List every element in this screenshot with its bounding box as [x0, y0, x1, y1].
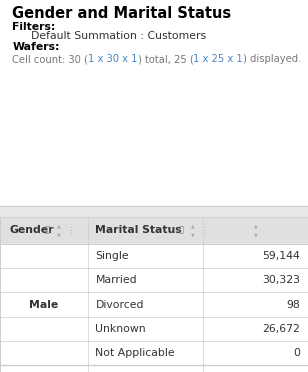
- Text: Cell count: 30 (: Cell count: 30 (: [12, 54, 88, 64]
- Text: ⓘ: ⓘ: [45, 226, 50, 235]
- Bar: [0, 268, 308, 292]
- Bar: [0, 206, 308, 217]
- Text: Not Applicable: Not Applicable: [95, 348, 175, 358]
- Text: Married: Married: [95, 275, 137, 285]
- Text: ▲: ▲: [191, 223, 195, 228]
- Bar: [0, 317, 308, 341]
- Text: ▼: ▼: [191, 232, 195, 237]
- Text: Divorced: Divorced: [95, 299, 144, 310]
- Text: 26,672: 26,672: [262, 324, 300, 334]
- Text: ▲: ▲: [254, 223, 257, 228]
- Text: 98: 98: [286, 299, 300, 310]
- Bar: [0, 292, 308, 317]
- Text: ⋮: ⋮: [66, 226, 75, 235]
- Bar: [0, 365, 308, 372]
- Text: 59,144: 59,144: [262, 251, 300, 261]
- Text: Default Summation : Customers: Default Summation : Customers: [31, 31, 206, 41]
- Text: ) total, 25 (: ) total, 25 (: [138, 54, 193, 64]
- Text: ) displayed.: ) displayed.: [243, 54, 302, 64]
- Text: Unknown: Unknown: [95, 324, 146, 334]
- Text: ⋮: ⋮: [200, 226, 209, 235]
- Bar: [0, 244, 308, 268]
- Text: 1 x 25 x 1: 1 x 25 x 1: [193, 54, 243, 64]
- Text: ▼: ▼: [254, 232, 257, 237]
- Text: Wafers:: Wafers:: [12, 42, 60, 52]
- Bar: [0, 341, 308, 365]
- Text: Single: Single: [95, 251, 129, 261]
- Text: Gender and Marital Status: Gender and Marital Status: [12, 6, 231, 20]
- Bar: [0, 217, 308, 244]
- Text: Male: Male: [29, 299, 59, 310]
- Text: 1 x 30 x 1: 1 x 30 x 1: [88, 54, 138, 64]
- Text: 0: 0: [293, 348, 300, 358]
- Text: ▼: ▼: [57, 232, 61, 237]
- Text: Gender: Gender: [9, 225, 54, 235]
- Text: 30,323: 30,323: [262, 275, 300, 285]
- Text: ⓘ: ⓘ: [179, 226, 184, 235]
- Text: Marital Status: Marital Status: [95, 225, 182, 235]
- Text: ▲: ▲: [57, 223, 61, 228]
- Text: Filters:: Filters:: [12, 22, 56, 32]
